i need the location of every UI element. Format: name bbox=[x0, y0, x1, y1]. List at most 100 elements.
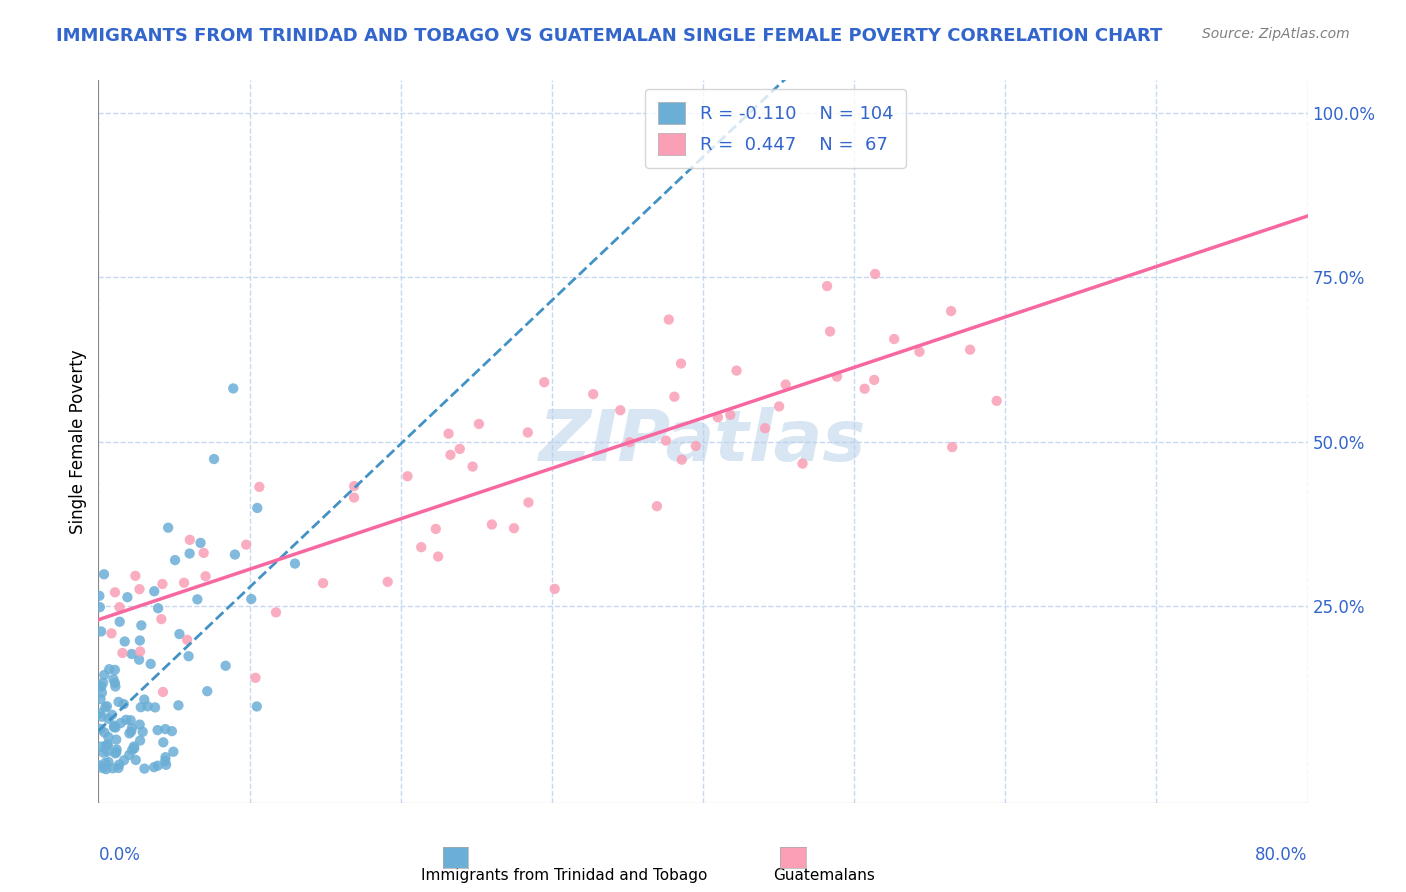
Point bbox=[118, 726, 141, 740]
Point bbox=[439, 448, 461, 462]
Point bbox=[146, 601, 169, 615]
Point bbox=[825, 369, 848, 384]
Point bbox=[97, 738, 120, 752]
Point bbox=[101, 707, 124, 722]
Point bbox=[104, 680, 127, 694]
Text: IMMIGRANTS FROM TRINIDAD AND TOBAGO VS GUATEMALAN SINGLE FEMALE POVERTY CORRELAT: IMMIGRANTS FROM TRINIDAD AND TOBAGO VS G… bbox=[56, 27, 1163, 45]
Point bbox=[883, 332, 905, 346]
Point bbox=[202, 452, 225, 467]
Point bbox=[461, 459, 484, 474]
Point bbox=[93, 567, 115, 582]
Point bbox=[104, 676, 127, 690]
Point bbox=[645, 499, 668, 513]
Point bbox=[108, 757, 131, 772]
Text: 80.0%: 80.0% bbox=[1256, 847, 1308, 864]
Point bbox=[658, 312, 681, 326]
Point bbox=[94, 756, 117, 770]
Point bbox=[246, 699, 269, 714]
Point bbox=[437, 426, 460, 441]
Point bbox=[179, 533, 201, 547]
Point bbox=[103, 672, 125, 686]
Point bbox=[120, 724, 142, 739]
Point bbox=[129, 700, 152, 714]
Text: Immigrants from Trinidad and Tobago: Immigrants from Trinidad and Tobago bbox=[420, 868, 707, 883]
Point bbox=[169, 627, 191, 641]
Point bbox=[224, 548, 246, 562]
Point bbox=[155, 722, 177, 736]
Point bbox=[89, 722, 111, 736]
Point bbox=[247, 480, 270, 494]
Point bbox=[93, 668, 115, 682]
Point bbox=[104, 663, 127, 677]
Point bbox=[768, 400, 790, 414]
Point bbox=[143, 700, 166, 714]
Point bbox=[128, 653, 150, 667]
Point bbox=[194, 569, 217, 583]
Point bbox=[152, 685, 174, 699]
Point bbox=[139, 657, 162, 671]
Point bbox=[343, 491, 366, 505]
Point bbox=[775, 377, 797, 392]
Point bbox=[94, 700, 117, 714]
Point bbox=[121, 743, 143, 757]
Point bbox=[89, 589, 111, 603]
Point bbox=[97, 755, 120, 769]
Point bbox=[195, 684, 218, 698]
Point bbox=[152, 577, 174, 591]
Point bbox=[90, 624, 112, 639]
Point bbox=[655, 434, 678, 448]
Point bbox=[160, 724, 183, 739]
Point bbox=[176, 632, 198, 647]
Point bbox=[671, 452, 693, 467]
Point bbox=[134, 692, 156, 706]
Point bbox=[90, 680, 112, 694]
Point bbox=[685, 439, 707, 453]
Point bbox=[939, 304, 962, 318]
Point bbox=[111, 646, 134, 660]
Point bbox=[143, 760, 166, 774]
Point bbox=[792, 457, 814, 471]
Point bbox=[107, 695, 129, 709]
Point bbox=[619, 435, 641, 450]
Point bbox=[125, 753, 148, 767]
Point bbox=[284, 557, 307, 571]
Point bbox=[146, 758, 169, 772]
Point bbox=[89, 679, 111, 693]
Point bbox=[90, 709, 112, 723]
Point bbox=[117, 591, 139, 605]
Point bbox=[411, 540, 433, 554]
Point bbox=[115, 713, 138, 727]
Point bbox=[312, 576, 335, 591]
Point bbox=[157, 521, 180, 535]
Point bbox=[122, 739, 145, 754]
Point bbox=[90, 686, 112, 700]
Point bbox=[104, 585, 127, 599]
Point bbox=[131, 618, 153, 632]
Point bbox=[425, 522, 447, 536]
Point bbox=[245, 671, 267, 685]
Point bbox=[94, 762, 117, 776]
Point bbox=[112, 753, 135, 767]
Point bbox=[155, 757, 177, 772]
Point bbox=[124, 741, 146, 756]
Point bbox=[190, 536, 212, 550]
Point bbox=[131, 724, 153, 739]
Point bbox=[97, 712, 120, 726]
Point bbox=[179, 547, 201, 561]
Text: ZIPatlas: ZIPatlas bbox=[540, 407, 866, 476]
Text: Guatemalans: Guatemalans bbox=[773, 868, 875, 883]
Point bbox=[101, 761, 124, 775]
Point bbox=[163, 553, 186, 567]
Point bbox=[103, 720, 125, 734]
Point bbox=[468, 417, 491, 431]
Text: 0.0%: 0.0% bbox=[98, 847, 141, 864]
Text: Source: ZipAtlas.com: Source: ZipAtlas.com bbox=[1202, 27, 1350, 41]
Point bbox=[669, 357, 692, 371]
Point bbox=[908, 344, 931, 359]
Point bbox=[90, 692, 112, 706]
Point bbox=[128, 633, 150, 648]
Point bbox=[108, 600, 131, 615]
Point bbox=[124, 569, 146, 583]
Point bbox=[128, 582, 150, 597]
Point bbox=[167, 698, 190, 713]
